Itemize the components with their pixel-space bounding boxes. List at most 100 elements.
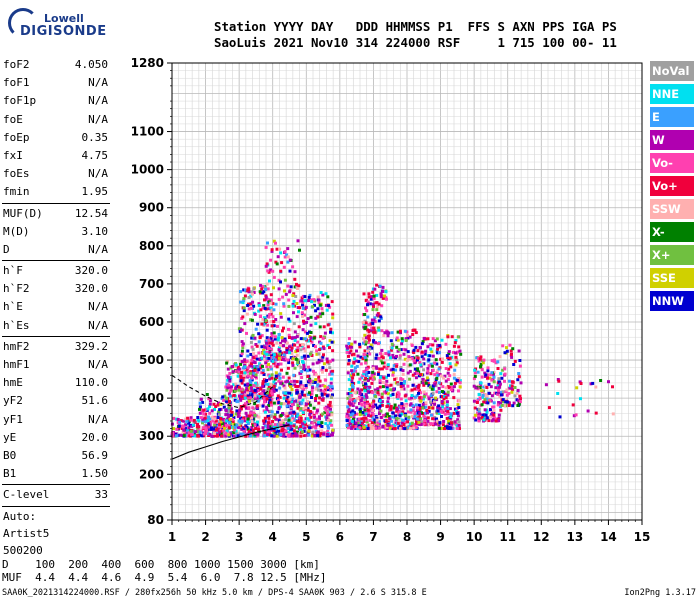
data-point xyxy=(422,395,426,399)
data-point xyxy=(286,358,289,362)
data-point xyxy=(234,387,238,391)
data-point xyxy=(345,344,349,348)
data-point xyxy=(415,420,418,424)
data-point xyxy=(393,403,397,407)
data-point xyxy=(282,326,285,330)
data-point xyxy=(377,302,381,306)
param-row: B0 56.9 xyxy=(0,447,112,465)
data-point xyxy=(350,342,354,346)
data-point xyxy=(320,310,324,314)
data-point xyxy=(367,423,371,427)
data-point xyxy=(435,362,439,366)
data-point xyxy=(480,416,484,420)
data-point xyxy=(281,339,284,343)
data-point xyxy=(279,381,283,385)
data-point xyxy=(365,405,369,408)
data-point xyxy=(285,399,288,403)
data-point xyxy=(289,424,292,428)
data-point xyxy=(327,362,331,366)
param-value: 56.9 xyxy=(81,448,109,462)
data-point xyxy=(189,418,193,422)
data-point xyxy=(398,354,402,358)
data-point xyxy=(266,241,269,245)
data-point xyxy=(389,388,393,392)
data-point xyxy=(274,371,278,375)
data-point xyxy=(388,417,392,421)
data-point xyxy=(239,376,243,380)
data-point xyxy=(270,403,273,407)
data-point xyxy=(399,405,402,409)
data-point xyxy=(426,382,430,386)
param-name: foE xyxy=(3,112,23,126)
data-point xyxy=(236,399,240,403)
data-point xyxy=(421,403,425,406)
data-point xyxy=(251,292,254,296)
data-point xyxy=(472,384,476,388)
data-point xyxy=(285,412,289,416)
data-point xyxy=(431,337,435,341)
param-name: C-level xyxy=(3,488,50,502)
data-point xyxy=(517,399,521,403)
data-point xyxy=(579,397,582,401)
data-point xyxy=(395,407,399,411)
data-point xyxy=(222,405,226,409)
data-point xyxy=(496,384,500,388)
data-point xyxy=(452,411,456,415)
data-point xyxy=(249,306,253,310)
data-point xyxy=(355,406,359,410)
data-point xyxy=(196,434,200,438)
data-point xyxy=(270,341,274,345)
data-point xyxy=(268,393,272,397)
data-point xyxy=(364,321,368,325)
param-row: h`Es N/A xyxy=(0,317,112,335)
data-point xyxy=(231,419,235,423)
data-point xyxy=(246,366,250,370)
data-point xyxy=(329,388,333,392)
data-point xyxy=(363,349,367,353)
data-point xyxy=(273,382,277,386)
data-point xyxy=(271,356,275,360)
data-point xyxy=(268,365,272,369)
data-point xyxy=(265,262,269,266)
data-point xyxy=(232,431,236,435)
data-point xyxy=(273,337,277,341)
data-point xyxy=(314,309,318,313)
data-point xyxy=(256,322,260,326)
data-point xyxy=(208,405,212,409)
data-point xyxy=(366,334,370,338)
data-point xyxy=(305,399,309,403)
data-point xyxy=(419,399,423,403)
data-point xyxy=(384,352,388,355)
data-point xyxy=(301,419,305,423)
data-point xyxy=(366,402,370,406)
x-tick-label: 1 xyxy=(168,530,176,544)
data-point xyxy=(504,400,508,404)
data-point xyxy=(329,381,333,385)
param-name: M(D) xyxy=(3,224,30,238)
data-point xyxy=(394,376,398,380)
data-point xyxy=(384,418,388,422)
autoscale-info: Auto: xyxy=(3,509,37,523)
data-point xyxy=(240,387,244,391)
data-point xyxy=(239,300,243,304)
data-point xyxy=(321,293,325,297)
data-point xyxy=(193,434,197,438)
data-point xyxy=(491,418,495,422)
data-point xyxy=(277,287,281,291)
data-point xyxy=(398,419,402,423)
data-point xyxy=(391,355,395,359)
data-point xyxy=(217,401,220,405)
data-point xyxy=(262,316,266,320)
data-point xyxy=(271,343,275,347)
data-point xyxy=(396,382,400,386)
data-point xyxy=(246,374,250,378)
data-point xyxy=(405,330,409,334)
data-point xyxy=(241,301,245,305)
data-point xyxy=(197,419,201,423)
x-tick-label: 6 xyxy=(336,530,344,544)
data-point xyxy=(369,424,373,427)
data-point xyxy=(249,294,253,298)
data-point xyxy=(313,419,317,423)
data-point xyxy=(365,385,369,389)
data-point xyxy=(363,354,367,358)
